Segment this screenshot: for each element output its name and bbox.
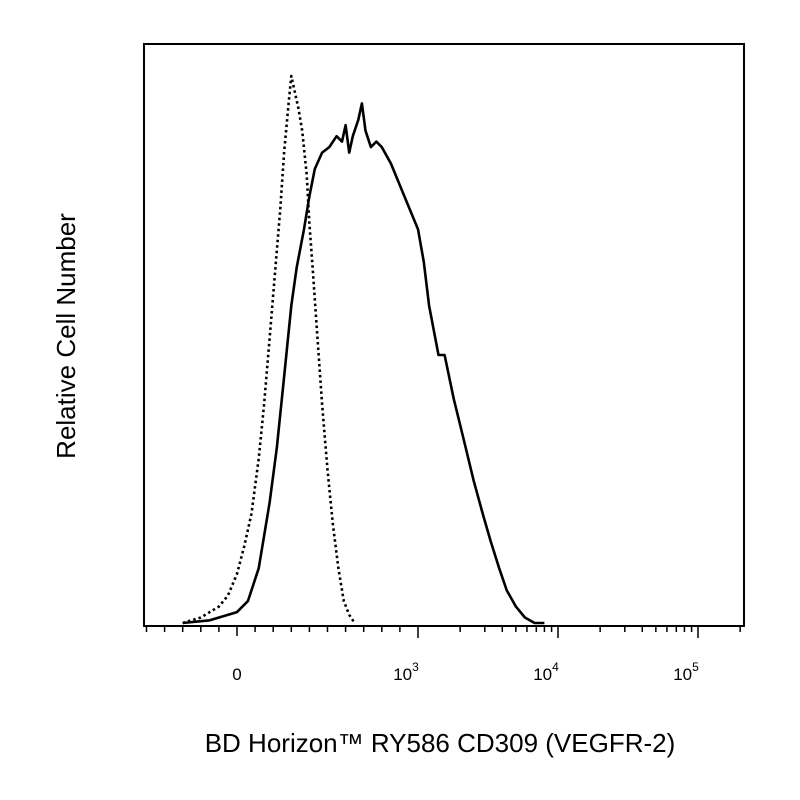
x-axis-title: BD Horizon™ RY586 CD309 (VEGFR-2) bbox=[205, 728, 676, 758]
x-tick-label: 104 bbox=[533, 660, 559, 684]
x-tick-label: 103 bbox=[393, 660, 419, 684]
series-dotted-line bbox=[182, 74, 356, 625]
plot-frame bbox=[143, 43, 745, 627]
x-axis-tick-labels: 0 103 104 105 bbox=[232, 660, 699, 684]
x-tick-label: 0 bbox=[232, 665, 241, 684]
series-solid-line bbox=[182, 102, 545, 625]
x-tick-label: 105 bbox=[673, 660, 699, 684]
y-axis-title: Relative Cell Number bbox=[51, 213, 81, 459]
x-axis-ticks bbox=[145, 626, 741, 638]
series-layer bbox=[182, 74, 545, 625]
